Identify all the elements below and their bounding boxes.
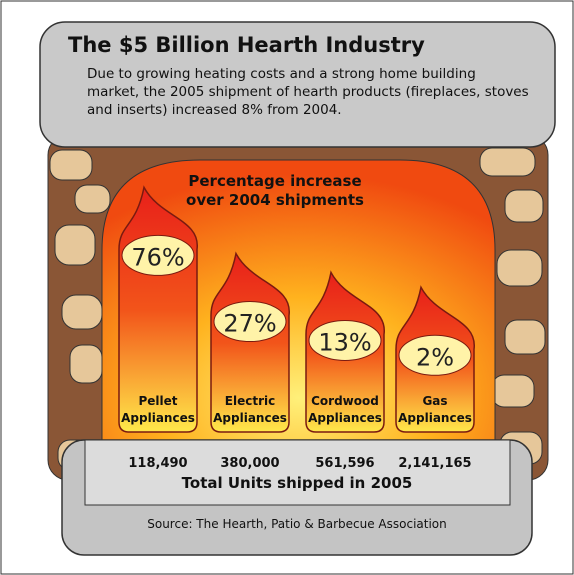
- chart-title: The $5 Billion Hearth Industry: [68, 33, 425, 57]
- category-label: Gas Appliances: [396, 393, 474, 427]
- shipments-label: 561,596: [315, 456, 374, 471]
- category-label: Electric Appliances: [211, 393, 289, 427]
- annotation: Percentage increase over 2004 shipments: [170, 172, 380, 210]
- shipments-label: 118,490: [128, 456, 187, 471]
- source: Source: The Hearth, Patio & Barbecue Ass…: [147, 517, 447, 531]
- infographic: The $5 Billion Hearth Industry Total Uni…: [0, 0, 574, 575]
- value-label: 2%: [416, 343, 454, 371]
- shipments-label: 2,141,165: [398, 456, 471, 471]
- hearth-top: [85, 440, 510, 505]
- shipments-title: Total Units shipped in 2005: [182, 474, 413, 492]
- value-label: 76%: [131, 243, 184, 271]
- value-label: 27%: [223, 310, 276, 338]
- category-label: Cordwood Appliances: [306, 393, 384, 427]
- category-label: Pellet Appliances: [119, 393, 197, 427]
- subtitle: Due to growing heating costs and a stron…: [87, 65, 532, 119]
- value-label: 13%: [318, 328, 371, 356]
- shipments-label: 380,000: [220, 456, 279, 471]
